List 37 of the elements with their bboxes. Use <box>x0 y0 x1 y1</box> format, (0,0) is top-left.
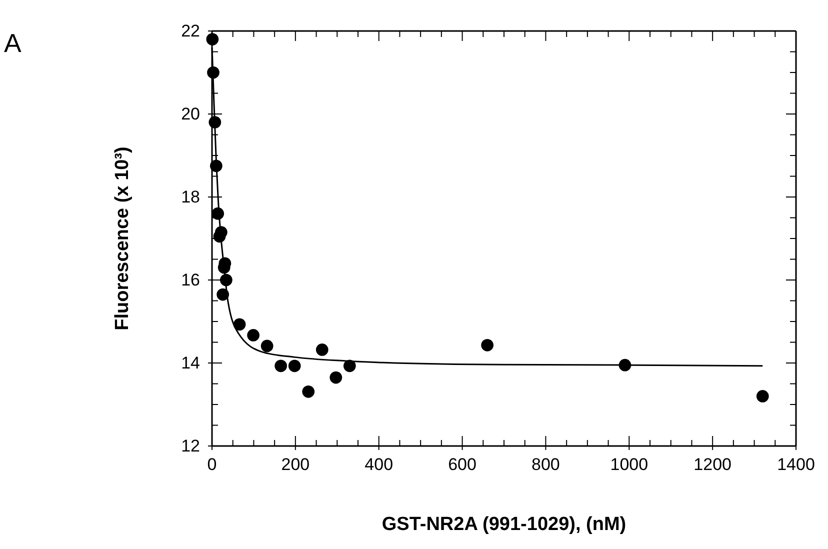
point <box>756 390 769 402</box>
x-tick-label: 1000 <box>610 455 648 474</box>
y-tick-label: 14 <box>181 353 200 372</box>
point <box>316 344 328 356</box>
point <box>247 329 260 342</box>
y-tick-label: 16 <box>181 270 200 290</box>
point <box>216 288 230 301</box>
point <box>207 66 220 79</box>
y-tick-label: 20 <box>181 104 200 124</box>
y-tick-label: 18 <box>181 187 200 206</box>
x-axis-title: GST-NR2A (991-1029), (nM) <box>382 514 626 535</box>
point <box>330 371 342 384</box>
point <box>233 318 246 331</box>
point <box>212 207 224 220</box>
x-tick-label: 1400 <box>777 455 815 474</box>
point <box>618 358 632 372</box>
point <box>302 385 315 398</box>
x-tick-label: 1200 <box>694 455 732 474</box>
y-axis-title: Fluorescence (x 10³) <box>112 146 133 330</box>
point <box>208 116 222 128</box>
x-tick-label: 800 <box>532 455 560 474</box>
point <box>481 338 494 352</box>
point <box>274 360 288 372</box>
point <box>343 360 356 372</box>
x-tick-label: 0 <box>207 455 217 474</box>
point <box>206 33 219 46</box>
point <box>288 360 301 372</box>
point <box>214 226 228 238</box>
point <box>210 160 222 172</box>
y-tick-label: 12 <box>181 436 200 456</box>
y-tick-label: 22 <box>181 21 200 40</box>
text: A <box>4 28 22 58</box>
point <box>220 274 232 286</box>
x-tick-label: 400 <box>364 455 394 474</box>
x-tick-label: 600 <box>448 455 476 474</box>
x-tick-label: 200 <box>281 455 310 474</box>
point <box>260 340 274 352</box>
